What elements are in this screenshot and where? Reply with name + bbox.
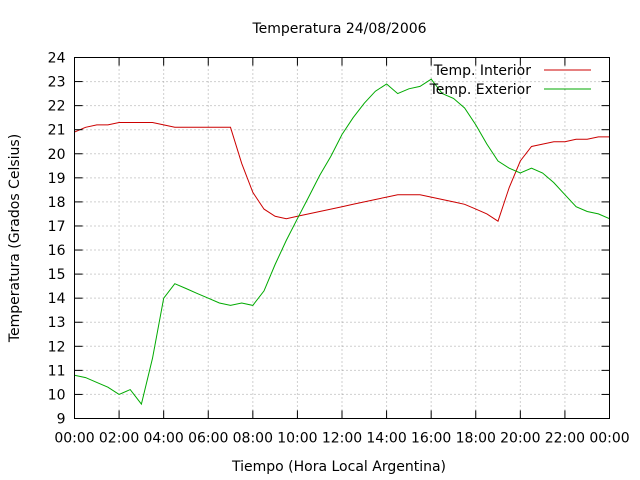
x-tick-label: 10:00 xyxy=(277,431,317,447)
y-axis-title: Temperatura (Grados Celsius) xyxy=(7,134,23,343)
x-tick-label: 12:00 xyxy=(322,431,362,447)
y-tick-label: 11 xyxy=(48,363,66,379)
y-tick-label: 19 xyxy=(48,171,66,187)
legend-label-exterior: Temp. Exterior xyxy=(429,82,532,98)
x-tick-label: 14:00 xyxy=(366,431,406,447)
x-tick-label: 18:00 xyxy=(456,431,496,447)
series-layer xyxy=(74,78,610,406)
y-tick-label: 18 xyxy=(48,195,66,211)
x-tick-label: 04:00 xyxy=(143,431,183,447)
y-tick-label: 20 xyxy=(48,147,66,163)
x-tick-label: 02:00 xyxy=(99,431,139,447)
y-tick-label: 15 xyxy=(48,267,66,283)
x-tick-label: 16:00 xyxy=(411,431,451,447)
y-tick-label: 12 xyxy=(48,339,66,355)
chart-title: Temperatura 24/08/2006 xyxy=(251,21,426,37)
grid-layer xyxy=(74,57,610,419)
y-tick-label: 22 xyxy=(48,99,66,115)
x-axis-title: Tiempo (Hora Local Argentina) xyxy=(231,459,446,475)
x-tick-label: 00:00 xyxy=(589,431,629,447)
x-tick-label: 00:00 xyxy=(54,431,94,447)
x-tick-label: 08:00 xyxy=(233,431,273,447)
legend-item-exterior: Temp. Exterior xyxy=(429,82,591,98)
series-line-interior xyxy=(74,122,610,222)
y-tick-label: 16 xyxy=(48,243,66,259)
y-tick-label: 24 xyxy=(48,51,66,67)
x-tick-label: 06:00 xyxy=(188,431,228,447)
y-tick-label: 21 xyxy=(48,123,66,139)
y-tick-label: 9 xyxy=(57,412,66,428)
x-tick-label: 22:00 xyxy=(545,431,585,447)
x-axis: 00:00 02:00 04:00 06:00 08:00 10:00 12:00 14:00… xyxy=(54,57,630,447)
y-tick-label: 14 xyxy=(48,291,66,307)
y-tick-label: 17 xyxy=(48,219,66,235)
legend: Temp. Interior Temp. Exterior xyxy=(429,63,591,98)
series-line-exterior xyxy=(74,78,610,406)
y-tick-label: 10 xyxy=(48,387,66,403)
y-axis: 9 10 11 12 13 14 15 16 17 18 19 20 21 22 23 24 xyxy=(48,51,610,428)
x-tick-label: 20:00 xyxy=(500,431,540,447)
legend-item-interior: Temp. Interior xyxy=(433,63,591,79)
y-tick-label: 23 xyxy=(48,75,66,91)
legend-label-interior: Temp. Interior xyxy=(433,63,532,79)
y-tick-label: 13 xyxy=(48,315,66,331)
